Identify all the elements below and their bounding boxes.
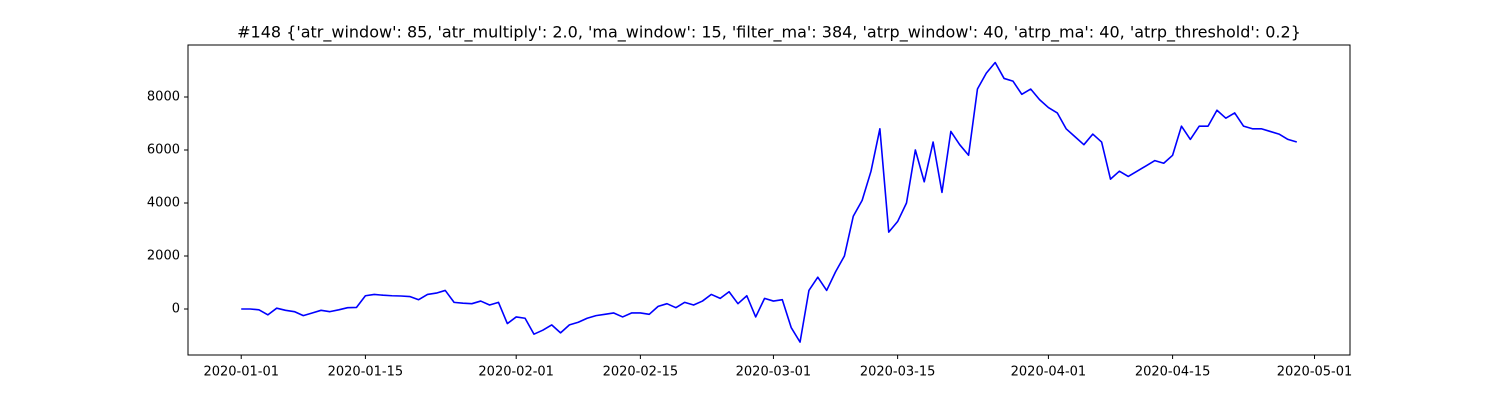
chart-title: #148 {'atr_window': 85, 'atr_multiply': … (237, 23, 1301, 43)
y-tick-label: 0 (172, 301, 180, 316)
y-tick-label: 8000 (147, 89, 180, 104)
y-tick-label: 6000 (147, 142, 180, 157)
y-tick-label: 4000 (147, 195, 180, 210)
x-tick-label: 2020-03-15 (860, 365, 936, 380)
y-tick-label: 2000 (147, 248, 180, 263)
x-tick-label: 2020-01-01 (203, 365, 279, 380)
x-tick-label: 2020-02-15 (603, 365, 679, 380)
x-tick-label: 2020-03-01 (736, 365, 812, 380)
x-tick-label: 2020-05-01 (1277, 365, 1353, 380)
x-tick-label: 2020-02-01 (478, 365, 554, 380)
x-tick-label: 2020-01-15 (328, 365, 404, 380)
plot-frame (187, 44, 1351, 356)
x-tick-label: 2020-04-15 (1135, 365, 1211, 380)
x-tick-label: 2020-04-01 (1011, 365, 1087, 380)
data-line (241, 61, 1298, 343)
